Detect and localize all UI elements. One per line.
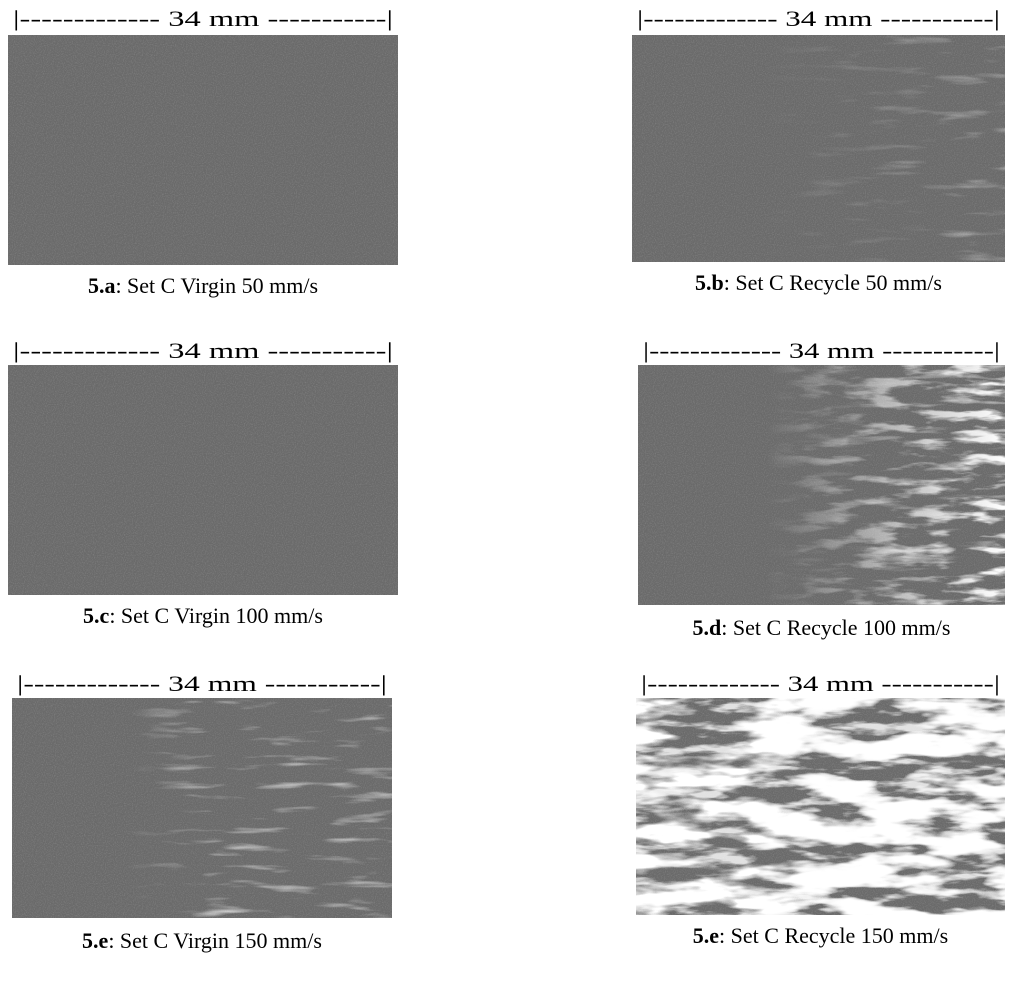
micrograph (638, 365, 1005, 605)
caption-label: 5.a (88, 273, 116, 298)
micrograph (8, 35, 398, 265)
caption-text: : Set C Recycle 50 mm/s (724, 270, 942, 295)
caption-text: : Set C Recycle 150 mm/s (719, 923, 948, 948)
scale-label: |------------- 34 mm -----------| (13, 6, 393, 31)
panel: |------------- 34 mm -----------| 5.e: Se… (12, 671, 392, 953)
panel: |------------- 34 mm -----------| 5.c: Se… (8, 338, 398, 628)
caption-label: 5.e (693, 923, 720, 948)
caption-label: 5.d (693, 615, 722, 640)
caption-text: : Set C Virgin 150 mm/s (108, 928, 322, 953)
caption-label: 5.c (83, 603, 110, 628)
caption-label: 5.b (695, 270, 724, 295)
panel: |------------- 34 mm -----------| 5.e: Se… (636, 671, 1005, 948)
caption-label: 5.e (82, 928, 109, 953)
caption: 5.a: Set C Virgin 50 mm/s (88, 273, 318, 298)
image-texture (636, 698, 1005, 915)
image-grain (8, 365, 398, 595)
caption-text: : Set C Virgin 100 mm/s (109, 603, 323, 628)
caption: 5.c: Set C Virgin 100 mm/s (83, 603, 323, 628)
scale-label: |------------- 34 mm -----------| (637, 6, 1000, 31)
image-texture (638, 365, 1005, 605)
micrograph (636, 698, 1005, 915)
panel: |------------- 34 mm -----------| 5.a: Se… (8, 6, 398, 298)
micrograph (632, 35, 1005, 262)
scale-label: |------------- 34 mm -----------| (13, 338, 393, 363)
caption: 5.e: Set C Recycle 150 mm/s (693, 923, 948, 948)
micrograph (8, 365, 398, 595)
image-grain (8, 35, 398, 265)
caption: 5.d: Set C Recycle 100 mm/s (693, 615, 951, 640)
scale-label: |------------- 34 mm -----------| (643, 338, 1000, 363)
image-texture (632, 35, 1005, 262)
scale-label: |------------- 34 mm -----------| (641, 671, 1000, 696)
image-texture (12, 698, 392, 918)
caption-text: : Set C Recycle 100 mm/s (721, 615, 950, 640)
micrograph (12, 698, 392, 918)
caption: 5.b: Set C Recycle 50 mm/s (695, 270, 942, 295)
panel: |------------- 34 mm -----------| 5.b: Se… (632, 6, 1005, 295)
panel: |------------- 34 mm -----------| 5.d: Se… (638, 338, 1005, 640)
caption-text: : Set C Virgin 50 mm/s (115, 273, 318, 298)
caption: 5.e: Set C Virgin 150 mm/s (82, 928, 322, 953)
scale-label: |------------- 34 mm -----------| (17, 671, 387, 696)
